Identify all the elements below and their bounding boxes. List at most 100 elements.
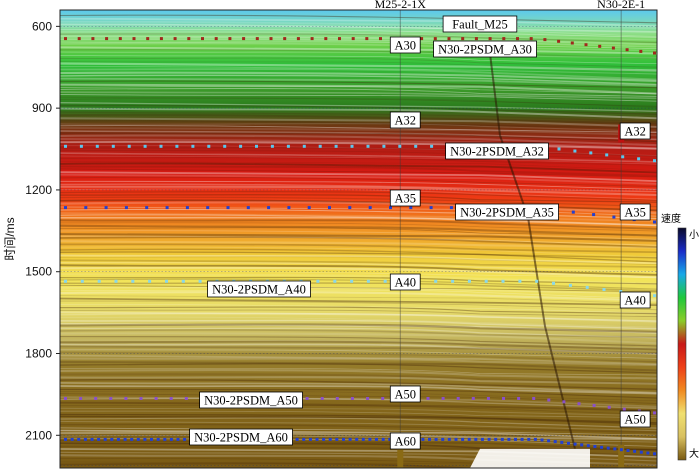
horizon-pick (447, 437, 451, 441)
horizon-pick (338, 37, 341, 41)
y-tick-label: 1800 (25, 347, 52, 361)
horizon-pick (586, 444, 590, 448)
horizon-pick (302, 437, 306, 441)
horizon-pick (613, 447, 617, 451)
reflector (60, 162, 657, 174)
well-top-label-box (389, 36, 421, 54)
horizon-pick (434, 279, 438, 283)
reflector (60, 327, 657, 339)
horizon-pick (428, 437, 431, 441)
reflector (60, 230, 657, 241)
reflector (60, 329, 657, 339)
reflector (60, 462, 473, 468)
horizon-pick (334, 144, 338, 148)
reflector (60, 188, 657, 200)
reflector (60, 420, 657, 432)
horizon-pick (520, 437, 524, 441)
horizon-pick (592, 213, 596, 217)
horizon-pick (318, 144, 322, 148)
y-tick-label: 900 (32, 101, 52, 115)
horizon-pick (434, 437, 438, 441)
horizon-pick (103, 437, 107, 441)
horizon-pick (335, 397, 339, 400)
horizon-pick (348, 206, 352, 210)
horizon-pick (181, 279, 185, 283)
horizon-pick (267, 206, 271, 210)
reflector (60, 427, 657, 436)
plot-frame (59, 9, 658, 469)
horizon-pick (571, 210, 575, 214)
reflector (60, 222, 657, 232)
horizon-pick (191, 144, 195, 148)
horizon-pick (580, 443, 584, 447)
horizon-pick (529, 37, 533, 41)
reflector (60, 303, 657, 314)
horizon-pick (461, 37, 465, 41)
reflector (60, 201, 657, 215)
horizon-pick (570, 41, 574, 45)
reflector (60, 382, 657, 394)
reflector (60, 68, 657, 81)
horizon-pick (467, 279, 471, 283)
reflector (60, 224, 657, 237)
reflector (60, 316, 657, 328)
reflector (60, 194, 657, 203)
horizon-pick (64, 437, 67, 441)
reflector (60, 199, 657, 212)
reflector (60, 278, 657, 290)
horizon-pick (543, 38, 547, 42)
reflector (60, 104, 657, 115)
horizon-pick (105, 37, 109, 41)
psdm-horizon-label-text: N30-2PSDM_A30 (438, 43, 532, 57)
reflector (60, 345, 657, 355)
horizon-pick (255, 37, 259, 41)
reflector (60, 107, 657, 120)
y-axis: 600 900 1200 1500 1800 2100 (25, 19, 60, 442)
horizon-pick (484, 279, 488, 283)
reflector (60, 261, 657, 273)
horizon-pick (639, 49, 643, 53)
horizon-pick (159, 37, 163, 41)
reflector (60, 80, 657, 89)
horizon-pick (366, 397, 370, 400)
horizon-pick (307, 206, 311, 210)
reflector (60, 102, 657, 112)
horizon-pick (169, 397, 173, 400)
reflector (60, 111, 657, 123)
reflector (60, 227, 657, 236)
reflector (60, 367, 657, 376)
horizon-pick (625, 48, 629, 52)
horizon-pick (77, 37, 81, 41)
reflector (60, 431, 657, 441)
reflector (60, 300, 657, 311)
horizon-pick (322, 437, 326, 441)
horizon-pick (255, 144, 258, 148)
well-top-label-text: A32 (624, 125, 646, 139)
horizon-pick (333, 279, 337, 283)
horizon-pick (605, 153, 609, 157)
horizon-pick (500, 437, 504, 441)
horizon-pick (639, 450, 643, 454)
colorbar-low-label: 小 (689, 229, 699, 241)
colorbar-title: 速度 (661, 212, 681, 225)
horizon-pick (502, 37, 506, 41)
reflector (60, 306, 657, 315)
fault-label-box (442, 15, 518, 33)
horizon-pick (165, 279, 168, 283)
reflector (60, 376, 657, 385)
reflector (60, 168, 657, 178)
horizon-pick (573, 149, 577, 153)
horizon-pick (184, 397, 188, 400)
horizon-pick (77, 437, 81, 441)
reflector (60, 423, 657, 433)
horizon-pick (64, 279, 67, 283)
horizon-pick (124, 206, 128, 210)
horizon-pick (296, 37, 300, 41)
horizon-pick (379, 37, 382, 41)
reflector (60, 256, 657, 266)
psdm-horizon-label: N30-2PSDM_A35 (455, 203, 559, 221)
horizon-pick (600, 445, 604, 449)
reflector (60, 388, 657, 399)
horizon-pick (381, 397, 385, 400)
